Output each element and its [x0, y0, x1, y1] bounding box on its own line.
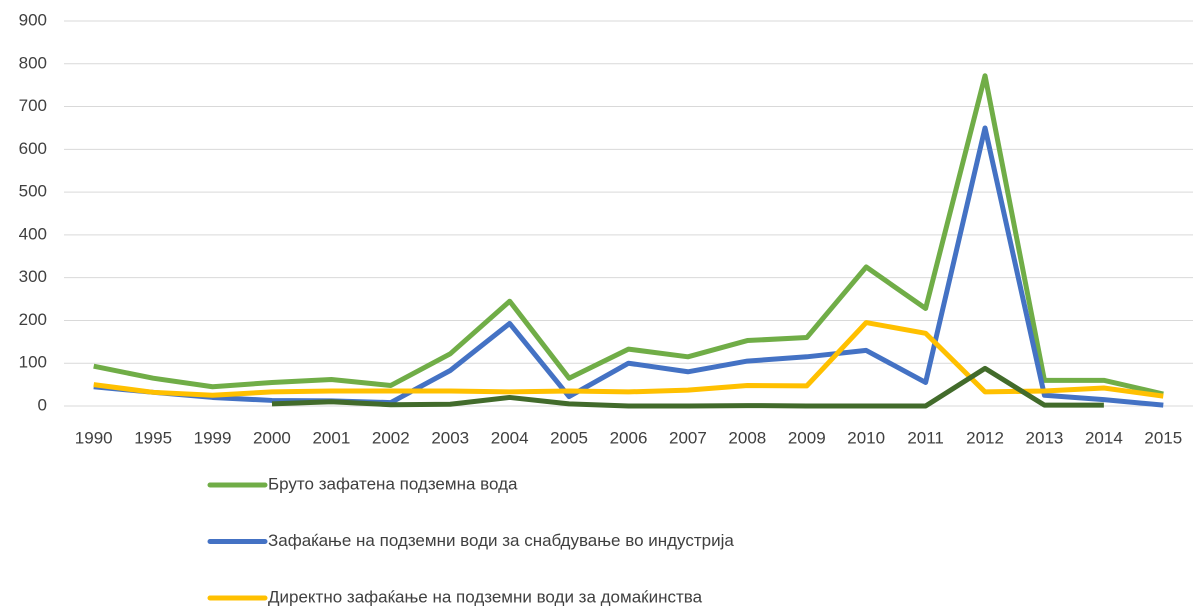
series-line: [93, 73, 1164, 397]
x-tick-label: 2002: [372, 428, 410, 447]
series-line: [93, 125, 1164, 408]
x-tick-label: 2009: [788, 428, 826, 447]
x-tick-label: 2014: [1085, 428, 1123, 447]
y-tick-label: 600: [19, 139, 47, 158]
x-tick-label: 1995: [134, 428, 172, 447]
x-tick-label: 2000: [253, 428, 291, 447]
x-tick-label: 2015: [1144, 428, 1182, 447]
y-tick-label: 200: [19, 310, 47, 329]
y-tick-label: 500: [19, 182, 47, 201]
legend-label: Директно зафаќање на подземни води за до…: [268, 587, 703, 606]
y-tick-label: 400: [19, 224, 47, 243]
series-line: [93, 320, 1164, 399]
x-tick-label: 2001: [312, 428, 350, 447]
y-tick-label: 800: [19, 53, 47, 72]
series-line: [271, 365, 1104, 409]
y-tick-label: 300: [19, 267, 47, 286]
x-tick-label: 1990: [75, 428, 113, 447]
x-tick-label: 2007: [669, 428, 707, 447]
y-tick-label: 0: [38, 395, 47, 414]
legend-label: Зафаќање на подземни води за снабдување …: [268, 531, 734, 550]
y-tick-label: 900: [19, 10, 47, 29]
x-tick-label: 2013: [1026, 428, 1064, 447]
x-tick-label: 2006: [610, 428, 648, 447]
x-tick-label: 2003: [431, 428, 469, 447]
x-tick-label: 1999: [194, 428, 232, 447]
x-tick-label: 2011: [907, 428, 944, 447]
x-tick-label: 2005: [550, 428, 588, 447]
y-tick-label: 100: [19, 353, 47, 372]
x-tick-label: 2010: [847, 428, 885, 447]
legend-label: Бруто зафатена подземна вода: [268, 474, 518, 493]
x-tick-label: 2008: [728, 428, 766, 447]
y-tick-label: 700: [19, 96, 47, 115]
x-tick-label: 2004: [491, 428, 529, 447]
x-tick-label: 2012: [966, 428, 1004, 447]
